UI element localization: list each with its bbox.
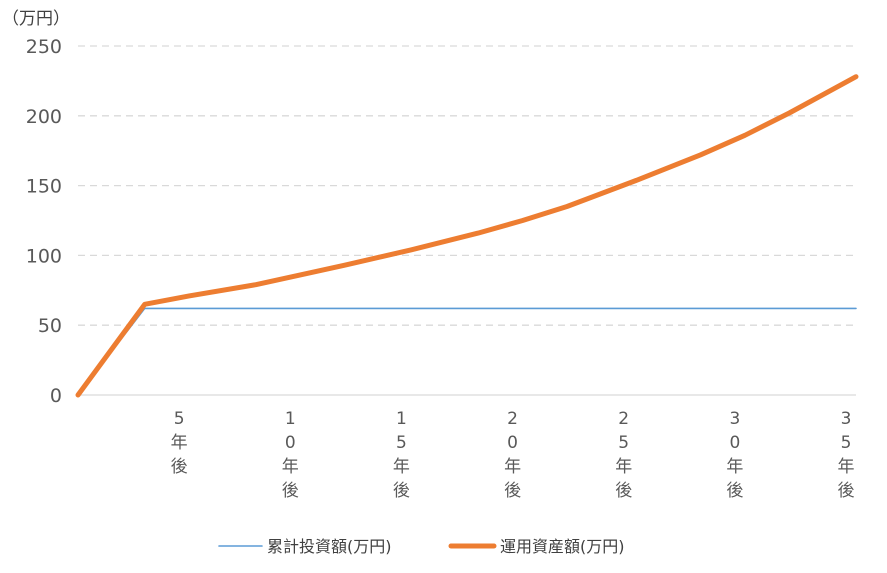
x-tick-char: 2 (618, 409, 629, 429)
legend-item: 累計投資額(万円) (218, 537, 392, 556)
x-tick-char: 後 (171, 457, 188, 477)
x-tick-char: 年 (171, 433, 188, 453)
x-tick-char: 0 (507, 433, 518, 453)
x-tick-char: 5 (618, 433, 629, 453)
x-tick-char: 年 (726, 457, 743, 477)
y-axis-unit-label: （万円） (2, 9, 70, 29)
x-tick-char: 後 (838, 481, 855, 501)
x-tick-label: 2 5 年後 (615, 409, 632, 501)
x-tick-char: 5 (396, 433, 407, 453)
series-line-2 (75, 74, 859, 398)
x-tick-char: 後 (393, 481, 410, 501)
y-tick-label: 50 (38, 315, 62, 337)
x-tick-char: 年 (504, 457, 521, 477)
legend-label: 運用資産額(万円) (500, 537, 625, 556)
x-tick-char: 0 (285, 433, 296, 453)
legend-label: 累計投資額(万円) (267, 537, 392, 556)
x-tick-char: 後 (282, 481, 299, 501)
x-tick-char: 後 (504, 481, 521, 501)
y-tick-label: 250 (26, 36, 62, 58)
series-lines (75, 74, 859, 398)
x-tick-char: 3 (841, 409, 852, 429)
x-tick-char: 年 (838, 457, 855, 477)
x-tick-label: 3 5 年後 (838, 409, 855, 501)
gridlines (78, 45, 856, 326)
x-tick-char: 年 (393, 457, 410, 477)
x-tick-char: 0 (729, 433, 740, 453)
x-tick-char: 2 (507, 409, 518, 429)
x-tick-label: 1 0 年後 (282, 409, 299, 501)
series-line-1 (77, 307, 857, 396)
x-tick-char: 後 (726, 481, 743, 501)
x-tick-char: 年 (615, 457, 632, 477)
x-tick-char: 5 (174, 409, 185, 429)
x-tick-label: 3 0 年後 (726, 409, 743, 501)
x-tick-label: 2 0 年後 (504, 409, 521, 501)
x-tick-label: 1 5 年後 (393, 409, 410, 501)
x-tick-char: 後 (615, 481, 632, 501)
legend: 累計投資額(万円) 運用資産額(万円) (218, 537, 625, 556)
y-tick-label: 150 (26, 176, 62, 198)
x-tick-char: 5 (841, 433, 852, 453)
x-tick-char: 1 (285, 409, 296, 429)
y-axis-ticks: 0 50 100 150 200 250 (26, 36, 62, 407)
x-tick-char: 1 (396, 409, 407, 429)
x-tick-label: 5 年後 (171, 409, 188, 477)
x-tick-char: 年 (282, 457, 299, 477)
y-tick-label: 100 (26, 245, 62, 267)
legend-item: 運用資産額(万円) (448, 537, 625, 556)
x-tick-char: 3 (729, 409, 740, 429)
y-tick-label: 200 (26, 106, 62, 128)
y-tick-label: 0 (50, 385, 62, 407)
